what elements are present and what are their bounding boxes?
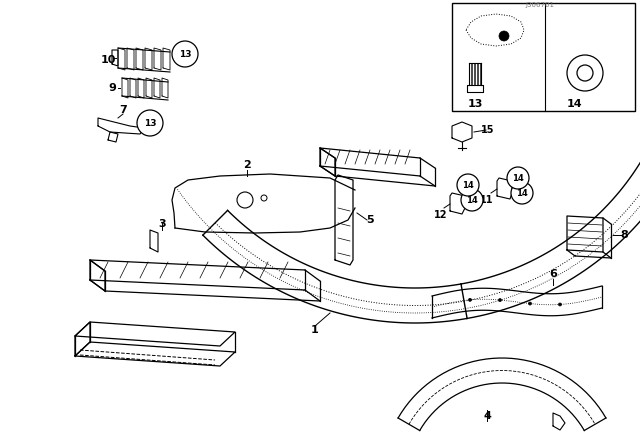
Circle shape: [457, 174, 479, 196]
Text: J306701: J306701: [525, 2, 554, 8]
Text: 13: 13: [144, 119, 156, 128]
Text: 14: 14: [512, 173, 524, 182]
Text: 8: 8: [620, 230, 628, 240]
Circle shape: [511, 182, 533, 204]
Text: 3: 3: [158, 219, 166, 229]
Text: 13: 13: [467, 99, 483, 109]
Circle shape: [499, 31, 509, 41]
Circle shape: [507, 167, 529, 189]
Text: 13: 13: [179, 49, 191, 59]
Text: 14: 14: [516, 189, 528, 198]
Circle shape: [461, 189, 483, 211]
Text: 7: 7: [119, 105, 127, 115]
Text: 1: 1: [311, 325, 319, 335]
Text: 5: 5: [366, 215, 374, 225]
Circle shape: [567, 55, 603, 91]
Text: 4: 4: [483, 411, 491, 421]
Text: 15: 15: [481, 125, 495, 135]
Circle shape: [577, 65, 593, 81]
Text: 12: 12: [435, 210, 448, 220]
Circle shape: [137, 110, 163, 136]
Text: 14: 14: [567, 99, 583, 109]
Text: 2: 2: [243, 160, 251, 170]
Text: 9: 9: [108, 83, 116, 93]
Circle shape: [559, 303, 561, 306]
Text: 11: 11: [480, 195, 493, 205]
Text: 6: 6: [549, 269, 557, 279]
Circle shape: [499, 298, 502, 302]
Circle shape: [172, 41, 198, 67]
Circle shape: [468, 298, 472, 302]
Circle shape: [529, 302, 531, 305]
Text: 14: 14: [462, 181, 474, 190]
Bar: [452, 3, 635, 111]
Text: 14: 14: [466, 195, 478, 204]
Text: 10: 10: [100, 55, 116, 65]
